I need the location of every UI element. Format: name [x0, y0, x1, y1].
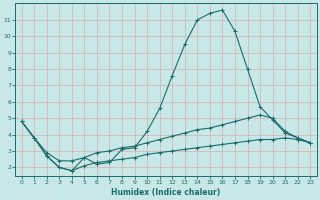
X-axis label: Humidex (Indice chaleur): Humidex (Indice chaleur): [111, 188, 220, 197]
